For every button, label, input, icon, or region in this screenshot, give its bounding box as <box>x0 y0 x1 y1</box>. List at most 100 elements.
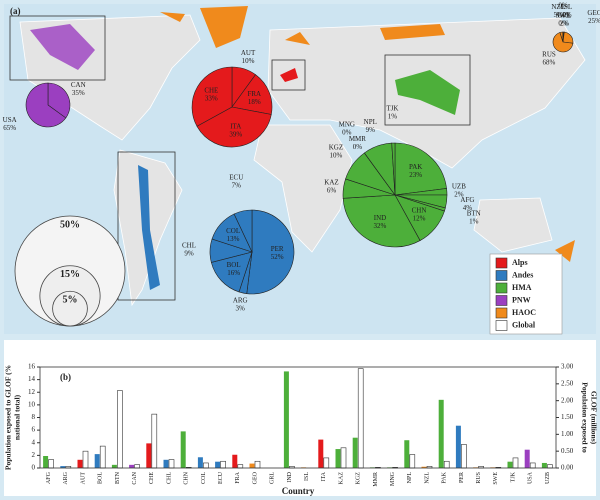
pie-label: ARG <box>233 296 248 304</box>
bar <box>512 457 519 469</box>
x-tick-label: UZB <box>545 472 551 484</box>
bar <box>283 371 289 468</box>
pie-slice <box>233 209 253 253</box>
pie-value-label: 6% <box>327 187 337 195</box>
pie-value-label: 4% <box>463 204 473 212</box>
x-tick-label: ECU <box>218 471 224 484</box>
y-tick-label: 0 <box>32 464 36 472</box>
legend-swatch <box>495 307 508 319</box>
pie-label: ECU <box>229 173 243 181</box>
bar <box>443 460 450 469</box>
x-tick-label: NZL <box>424 472 430 484</box>
x-tick-label: KAZ <box>338 472 344 485</box>
bar <box>438 399 444 468</box>
pie-slice <box>552 32 574 53</box>
x-tick-label: MNG <box>390 471 396 486</box>
legend-swatch <box>495 320 508 331</box>
pie-value-label: 7% <box>232 181 242 189</box>
legend-label: HAOC <box>512 308 536 317</box>
legend-swatch <box>495 295 508 306</box>
y2-axis-label: GLOF (millions) <box>589 391 598 445</box>
pie-label: AUT <box>241 49 256 57</box>
pie-label: GRL <box>557 12 571 20</box>
y2-tick-label: 1.50 <box>561 413 574 421</box>
bar <box>237 464 244 469</box>
bar <box>151 413 158 469</box>
size-legend-label: 50% <box>60 219 80 230</box>
pie-label: BOL <box>227 261 241 269</box>
x-tick-label: PER <box>459 472 465 483</box>
y-tick-label: 2 <box>32 451 36 459</box>
bar <box>111 464 117 468</box>
panel-label: (a) <box>10 6 21 16</box>
pie-slice <box>246 209 295 295</box>
bar <box>220 460 226 469</box>
pie-label: COL <box>226 227 240 235</box>
x-tick-label: PAK <box>442 471 448 483</box>
pie-value-label: 10% <box>242 57 255 65</box>
bar <box>82 450 89 469</box>
legend-swatch <box>495 257 508 269</box>
pie-value-label: 0% <box>558 20 568 28</box>
bar <box>129 464 135 468</box>
pie-value-label: 16% <box>227 269 240 277</box>
bar <box>318 439 324 468</box>
bar <box>254 460 261 469</box>
alps-glaciers <box>280 68 298 82</box>
y-tick-label: 6 <box>32 426 36 434</box>
pie-value-label: 3% <box>236 304 246 312</box>
pie-label: GEO <box>587 9 600 17</box>
x-tick-label: COL <box>201 472 207 484</box>
x-tick-label: RUS <box>476 472 482 484</box>
bar <box>117 390 123 469</box>
africa <box>253 124 353 253</box>
pie-value-label: 65% <box>3 124 16 132</box>
new-zealand <box>555 240 575 262</box>
pie-slice <box>342 194 421 248</box>
bar <box>197 457 203 468</box>
y-tick-label: 8 <box>32 413 36 421</box>
pie-value-label: 32% <box>374 222 387 230</box>
pie-label: UZB <box>452 183 466 191</box>
size-legend-label: 5% <box>63 295 78 306</box>
greenland <box>200 6 248 48</box>
hma-glaciers <box>395 70 460 115</box>
bar <box>232 454 238 468</box>
bar <box>48 459 54 469</box>
pie-label: CHE <box>204 86 218 94</box>
pie-label: NOR <box>556 0 571 2</box>
y-tick-label: 4 <box>32 438 36 446</box>
pie-label: NZL <box>551 3 565 11</box>
y-tick-label: 12 <box>28 388 36 396</box>
pie-slice <box>391 142 396 196</box>
bar <box>43 456 49 468</box>
bar <box>249 463 255 468</box>
bar <box>335 449 341 468</box>
andes-inset <box>117 151 176 301</box>
pie-value-label: 1% <box>469 217 479 225</box>
legend-label: Global <box>512 320 536 329</box>
pie-label: MMR <box>349 135 366 143</box>
bar <box>547 464 553 469</box>
bar <box>455 425 461 468</box>
legend-swatch <box>495 270 508 281</box>
y-axis-label: national total) <box>13 394 22 440</box>
x-tick-label: TJK <box>510 471 516 482</box>
pie-value-label: 13% <box>227 235 240 243</box>
pie-value-label: 0% <box>353 143 363 151</box>
pie-label: PAK <box>409 163 422 171</box>
pie-value-label: 12% <box>413 214 426 222</box>
x-tick-label: AUT <box>80 472 86 485</box>
x-tick-label: SWE <box>493 472 499 485</box>
x-tick-label: ITA <box>321 471 327 481</box>
x-tick-label: IND <box>287 471 293 482</box>
pnw-inset <box>9 15 106 81</box>
bar <box>99 445 106 469</box>
x-tick-label: FRA <box>235 471 241 483</box>
bar <box>507 461 513 468</box>
legend-swatch <box>495 282 508 294</box>
pie-value-label: 2% <box>560 20 570 28</box>
size-legend-circle <box>52 290 88 327</box>
